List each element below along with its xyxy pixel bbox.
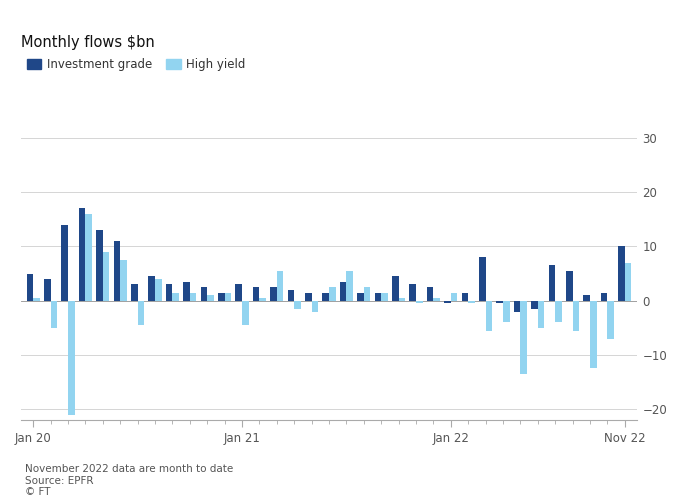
Bar [312,300,318,312]
Bar [103,252,109,300]
Bar [155,279,162,300]
Legend: Investment grade, High yield: Investment grade, High yield [27,58,246,71]
Bar [382,292,388,300]
Bar [618,246,625,300]
Bar [468,300,475,304]
Bar [479,258,486,300]
Bar [225,292,231,300]
Bar [235,284,242,300]
Bar [85,214,92,300]
Bar [120,260,127,300]
Bar [305,292,312,300]
Bar [573,300,579,330]
Bar [433,298,440,300]
Bar [27,274,33,300]
Bar [461,292,468,300]
Bar [625,262,631,300]
Bar [113,241,120,300]
Bar [79,208,85,300]
Bar [357,292,364,300]
Bar [486,300,492,330]
Bar [218,292,225,300]
Bar [566,271,573,300]
Bar [172,292,179,300]
Bar [138,300,144,325]
Bar [33,298,40,300]
Bar [583,296,590,300]
Bar [392,276,398,300]
Bar [549,266,555,300]
Bar [276,271,284,300]
Bar [608,300,614,339]
Bar [50,300,57,328]
Bar [270,287,276,300]
Bar [531,300,538,309]
Bar [253,287,260,300]
Bar [496,300,503,304]
Bar [190,292,197,300]
Bar [340,282,346,300]
Bar [329,287,335,300]
Bar [260,298,266,300]
Bar [503,300,510,322]
Bar [514,300,520,312]
Bar [323,292,329,300]
Text: Source: EPFR: Source: EPFR [25,476,93,486]
Bar [364,287,370,300]
Bar [520,300,527,374]
Bar [148,276,155,300]
Bar [131,284,138,300]
Text: © FT: © FT [25,487,50,497]
Bar [294,300,301,309]
Bar [555,300,562,322]
Text: November 2022 data are month to date: November 2022 data are month to date [25,464,232,474]
Bar [68,300,75,414]
Bar [62,224,68,300]
Bar [242,300,248,325]
Bar [601,292,608,300]
Bar [201,287,207,300]
Bar [96,230,103,300]
Bar [374,292,382,300]
Bar [444,300,451,304]
Bar [416,300,423,304]
Bar [590,300,596,368]
Bar [398,298,405,300]
Bar [410,284,416,300]
Bar [538,300,545,328]
Bar [166,284,172,300]
Bar [183,282,190,300]
Text: Monthly flows $bn: Monthly flows $bn [21,35,155,50]
Bar [288,290,294,300]
Bar [451,292,457,300]
Bar [44,279,50,300]
Bar [346,271,353,300]
Bar [207,296,214,300]
Bar [427,287,433,300]
